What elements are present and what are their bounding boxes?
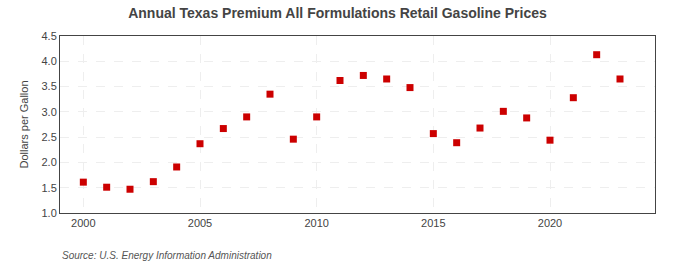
svg-text:4.5: 4.5 [42,30,57,42]
svg-text:2010: 2010 [304,217,328,229]
svg-text:1.0: 1.0 [42,207,57,219]
svg-text:2005: 2005 [188,217,212,229]
svg-text:Annual Texas Premium All Formu: Annual Texas Premium All Formulations Re… [128,5,547,21]
svg-text:2.5: 2.5 [42,131,57,143]
svg-text:2020: 2020 [538,217,562,229]
svg-text:3.5: 3.5 [42,80,57,92]
svg-text:3.0: 3.0 [42,106,57,118]
svg-text:2000: 2000 [71,217,95,229]
svg-text:2015: 2015 [421,217,445,229]
svg-text:Source: U.S. Energy Informatio: Source: U.S. Energy Information Administ… [62,250,272,261]
svg-text:Dollars per Gallon: Dollars per Gallon [18,80,30,168]
svg-text:2.0: 2.0 [42,156,57,168]
svg-text:4.0: 4.0 [42,55,57,67]
svg-text:1.5: 1.5 [42,182,57,194]
